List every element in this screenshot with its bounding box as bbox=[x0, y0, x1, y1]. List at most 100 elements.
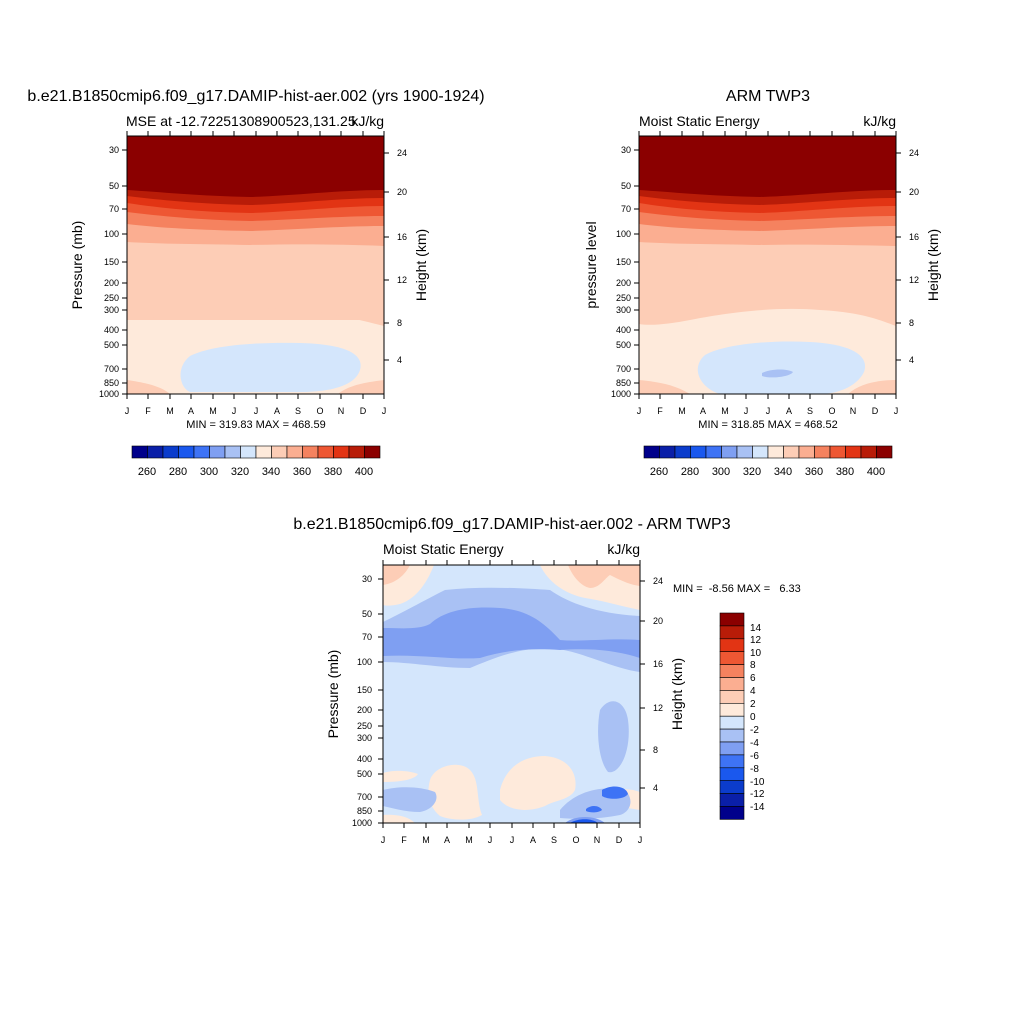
x-tick-label: J bbox=[382, 406, 387, 416]
y-tick-label: 100 bbox=[104, 229, 119, 239]
y-right-tick-label: 20 bbox=[653, 616, 663, 626]
y-tick-label: 100 bbox=[616, 229, 631, 239]
colorbar-label: 340 bbox=[262, 466, 280, 478]
colorbar-swatch bbox=[162, 445, 179, 459]
colorbar-label: 340 bbox=[774, 466, 792, 478]
colorbar-label: 2 bbox=[750, 699, 756, 710]
colorbar-label: 8 bbox=[750, 660, 756, 671]
colorbar-label: 300 bbox=[200, 466, 218, 478]
colorbar-swatch bbox=[348, 445, 365, 459]
contour-band bbox=[598, 701, 629, 773]
y-tick-label: 300 bbox=[104, 305, 119, 315]
contour-band bbox=[639, 380, 690, 394]
colorbar-label: 280 bbox=[169, 466, 187, 478]
colorbar-swatch bbox=[719, 715, 745, 730]
axis-ticks bbox=[634, 131, 901, 399]
x-tick-label: J bbox=[637, 406, 642, 416]
colorbar-swatch bbox=[719, 612, 745, 627]
y-right-tick-label: 4 bbox=[397, 355, 402, 365]
y-tick-label: 100 bbox=[357, 657, 372, 667]
y-axis-right: 24 20 16 12 8 4 Height (km) bbox=[397, 148, 429, 365]
y-axis-label: Pressure (mb) bbox=[325, 650, 341, 739]
x-tick-label: J bbox=[744, 406, 749, 416]
x-tick-label: J bbox=[510, 835, 515, 845]
y-tick-label: 150 bbox=[104, 257, 119, 267]
colorbar-label: 380 bbox=[324, 466, 342, 478]
contour-band bbox=[383, 565, 410, 585]
x-tick-label: J bbox=[232, 406, 237, 416]
contour-band bbox=[848, 380, 896, 394]
y-tick-label: 30 bbox=[109, 145, 119, 155]
y-tick-label: 850 bbox=[616, 378, 631, 388]
colorbar-swatches bbox=[131, 445, 381, 459]
y-tick-label: 70 bbox=[362, 632, 372, 642]
y-right-tick-label: 12 bbox=[653, 703, 663, 713]
x-tick-label: D bbox=[872, 406, 879, 416]
colorbar-swatch bbox=[705, 445, 722, 459]
colorbar-swatch bbox=[752, 445, 769, 459]
y-right-tick-label: 4 bbox=[653, 783, 658, 793]
y-tick-label: 250 bbox=[616, 293, 631, 303]
colorbar-swatch bbox=[317, 445, 334, 459]
y-axis-left: 30 50 70 100 150 200 250 300 400 500 700… bbox=[583, 145, 631, 399]
y-right-tick-label: 20 bbox=[909, 187, 919, 197]
colorbar-swatch bbox=[178, 445, 195, 459]
colorbar-swatch bbox=[719, 754, 745, 769]
panel-diff-title: b.e21.B1850cmip6.f09_g17.DAMIP-hist-aer.… bbox=[293, 516, 730, 533]
colorbar-swatch bbox=[719, 780, 745, 794]
panel-diff-stats: MIN = -8.56 MAX = 6.33 bbox=[673, 583, 801, 595]
colorbar-swatch bbox=[783, 445, 800, 459]
colorbar-swatch bbox=[719, 651, 745, 665]
x-tick-label: F bbox=[145, 406, 151, 416]
y-right-axis-label: Height (km) bbox=[925, 229, 941, 301]
colorbar-swatch bbox=[719, 806, 745, 820]
colorbar-swatch bbox=[643, 445, 660, 459]
colorbar-label: -8 bbox=[750, 764, 759, 775]
x-tick-label: S bbox=[807, 406, 813, 416]
x-tick-label: N bbox=[850, 406, 857, 416]
x-tick-label: O bbox=[828, 406, 835, 416]
panel-diff: b.e21.B1850cmip6.f09_g17.DAMIP-hist-aer.… bbox=[293, 516, 800, 845]
colorbar-label: 260 bbox=[650, 466, 668, 478]
contour-band bbox=[383, 680, 480, 694]
y-tick-label: 500 bbox=[104, 340, 119, 350]
contour-band bbox=[383, 607, 640, 659]
colorbar-swatch bbox=[719, 728, 745, 743]
y-right-tick-label: 12 bbox=[909, 275, 919, 285]
contour-band bbox=[383, 814, 415, 823]
colorbar-swatch bbox=[224, 445, 241, 459]
colorbar-label: 400 bbox=[355, 466, 373, 478]
y-right-tick-label: 16 bbox=[397, 232, 407, 242]
y-tick-label: 50 bbox=[362, 609, 372, 619]
y-tick-label: 1000 bbox=[611, 389, 631, 399]
colorbar-swatch bbox=[719, 702, 745, 717]
x-tick-label: D bbox=[360, 406, 367, 416]
contour-band bbox=[639, 136, 896, 197]
panel-obs-title: ARM TWP3 bbox=[726, 88, 810, 105]
colorbar-diff: 14 12 10 8 6 4 2 0 -2 -4 -6 -8 -10 -12 -… bbox=[719, 612, 765, 820]
y-tick-label: 200 bbox=[357, 705, 372, 715]
y-tick-label: 1000 bbox=[99, 389, 119, 399]
y-tick-label: 700 bbox=[357, 792, 372, 802]
x-tick-label: J bbox=[766, 406, 771, 416]
y-right-tick-label: 16 bbox=[909, 232, 919, 242]
colorbar-swatch bbox=[719, 638, 745, 652]
colorbar-label: 300 bbox=[712, 466, 730, 478]
colorbar-swatch bbox=[147, 445, 164, 459]
colorbar-swatch bbox=[860, 445, 877, 459]
colorbar-swatch bbox=[302, 445, 319, 459]
x-tick-label: O bbox=[572, 835, 579, 845]
colorbar-swatch bbox=[719, 677, 745, 691]
y-tick-label: 300 bbox=[357, 733, 372, 743]
colorbar-label: -6 bbox=[750, 751, 759, 762]
panel-model-subtitle-right: kJ/kg bbox=[351, 113, 384, 129]
y-right-tick-label: 16 bbox=[653, 659, 663, 669]
contour-band bbox=[697, 341, 866, 394]
axis-ticks bbox=[378, 560, 645, 828]
y-tick-label: 850 bbox=[357, 806, 372, 816]
colorbar-model: 260 280 300 320 340 360 380 400 bbox=[131, 445, 381, 478]
y-tick-label: 700 bbox=[104, 364, 119, 374]
y-axis-right: 24 20 16 12 8 4 Height (km) bbox=[653, 576, 685, 793]
x-tick-label: J bbox=[488, 835, 493, 845]
colorbar-label: 260 bbox=[138, 466, 156, 478]
